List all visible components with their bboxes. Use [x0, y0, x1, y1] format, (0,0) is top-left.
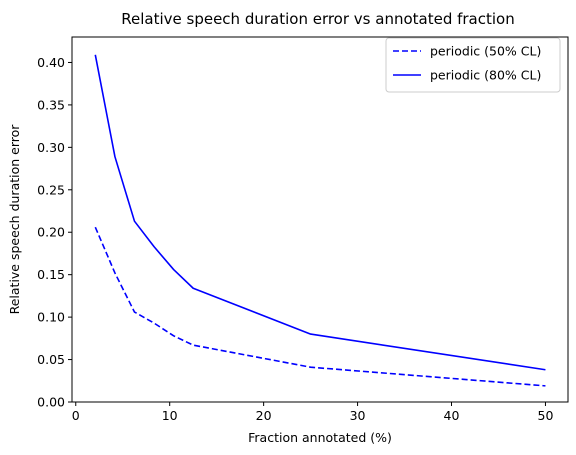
series-layer: [94, 54, 546, 387]
x-tick-label: 10: [162, 408, 178, 423]
series-line-periodic-50: [94, 226, 546, 387]
y-tick-label: 0.35: [37, 97, 65, 112]
plot-area-frame: [71, 36, 569, 403]
x-tick-label: 30: [350, 408, 366, 423]
x-axis-label: Fraction annotated (%): [248, 430, 392, 445]
legend-label-periodic-50: periodic (50% CL): [430, 44, 541, 59]
y-tick-label: 0.00: [37, 395, 65, 410]
series-line-periodic-80: [94, 54, 546, 371]
y-tick-label: 0.15: [37, 267, 65, 282]
x-tick-label: 20: [256, 408, 272, 423]
x-axis-ticks: 0 10 20 30 40 50: [72, 402, 554, 423]
legend-label-periodic-80: periodic (80% CL): [430, 68, 541, 83]
y-tick-label: 0.10: [37, 310, 65, 325]
y-tick-label: 0.30: [37, 140, 65, 155]
y-tick-label: 0.40: [37, 55, 65, 70]
x-tick-label: 40: [444, 408, 460, 423]
y-tick-label: 0.25: [37, 182, 65, 197]
x-tick-label: 50: [538, 408, 554, 423]
legend-frame: [385, 37, 561, 93]
y-axis-ticks: 0.00 0.05 0.10 0.15 0.20 0.25 0.30 0.35 0.40: [37, 55, 72, 410]
chart-title: Relative speech duration error vs annota…: [121, 10, 514, 28]
x-tick-label: 0: [72, 408, 80, 423]
y-tick-label: 0.05: [37, 352, 65, 367]
y-tick-label: 0.20: [37, 225, 65, 240]
legend: periodic (50% CL) periodic (80% CL): [385, 37, 561, 93]
y-axis-label: Relative speech duration error: [7, 124, 22, 315]
